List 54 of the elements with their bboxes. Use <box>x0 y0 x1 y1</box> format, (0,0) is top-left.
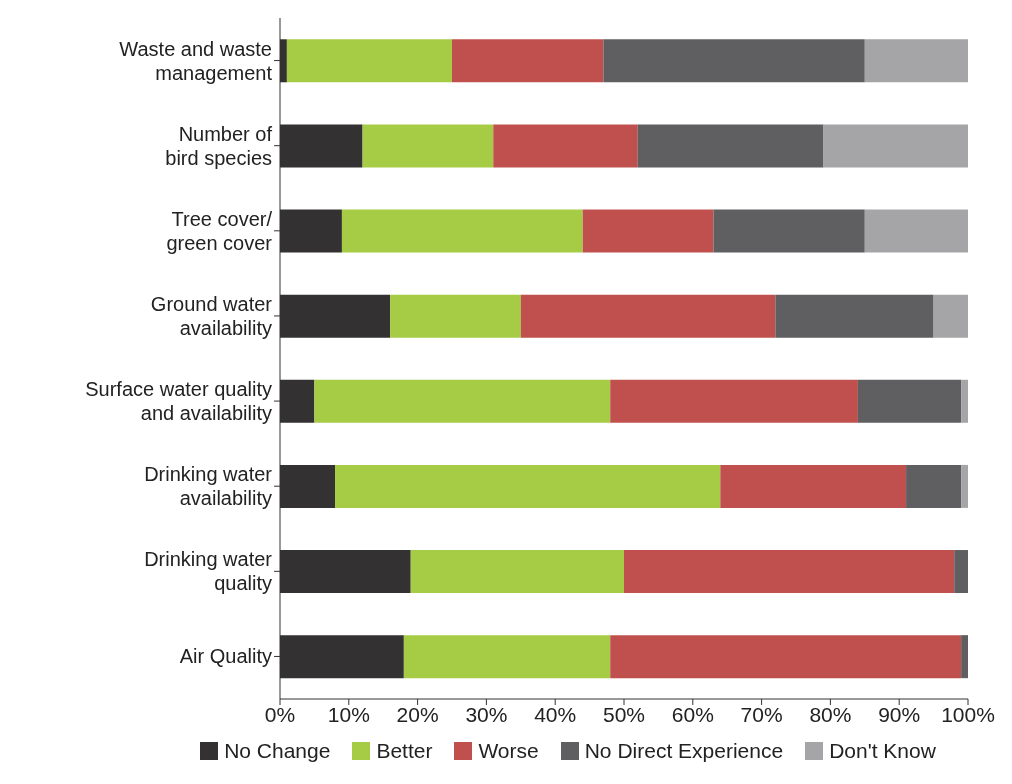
y-tick-label: Drinking water availability <box>144 463 273 510</box>
y-tick-label: Waste and waste management <box>119 37 273 84</box>
legend-label: Worse <box>478 739 539 763</box>
bar <box>403 635 611 679</box>
bar <box>954 550 968 594</box>
x-tick-label: 60% <box>671 702 714 726</box>
x-tick-label: 10% <box>327 702 370 726</box>
legend-label: No Direct Experience <box>584 739 784 763</box>
bar <box>961 464 968 508</box>
y-tick-label: Surface water quality and availability <box>85 378 272 425</box>
y-tick-label: Air Quality <box>179 645 272 668</box>
x-tick-label: 90% <box>878 702 921 726</box>
bar <box>603 39 865 83</box>
bar <box>961 635 968 679</box>
bar <box>314 379 611 423</box>
legend-label: Better <box>376 739 433 763</box>
bar <box>933 294 968 338</box>
bar <box>720 464 907 508</box>
x-tick-label: 0% <box>264 702 296 726</box>
x-tick-label: 80% <box>809 702 852 726</box>
bar <box>452 39 604 83</box>
bar <box>857 379 962 423</box>
bar <box>864 209 968 253</box>
bar <box>961 379 968 423</box>
y-tick-label: Number of bird species <box>165 122 273 169</box>
bar <box>906 464 962 508</box>
y-tick-label: Drinking water quality <box>144 548 273 595</box>
legend-label: No Change <box>224 739 331 763</box>
bar <box>610 379 858 423</box>
x-tick-label: 40% <box>534 702 577 726</box>
bar <box>493 124 638 168</box>
bar <box>335 464 721 508</box>
bar <box>864 39 968 83</box>
legend-label: Don't Know <box>829 739 936 763</box>
bar <box>775 294 934 338</box>
bar <box>341 209 583 253</box>
x-tick-label: 20% <box>396 702 439 726</box>
x-tick-label: 70% <box>740 702 783 726</box>
bar <box>286 39 452 83</box>
x-tick-label: 50% <box>602 702 646 726</box>
bar <box>713 209 865 253</box>
x-tick-label: 100% <box>941 702 995 726</box>
bar <box>582 209 714 253</box>
bar <box>362 124 494 168</box>
bar <box>520 294 776 338</box>
x-tick-label: 30% <box>465 702 508 726</box>
bar <box>410 550 624 594</box>
bar <box>610 635 962 679</box>
bar <box>390 294 521 338</box>
bar <box>823 124 968 168</box>
y-tick-label: Ground water availability <box>150 292 273 339</box>
y-tick-label: Tree cover/ green cover <box>166 207 273 254</box>
bar <box>624 550 955 594</box>
bar <box>637 124 824 168</box>
